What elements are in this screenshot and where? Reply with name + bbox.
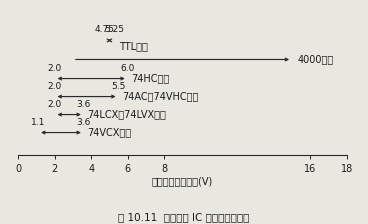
- Text: 2.0: 2.0: [47, 64, 62, 73]
- Text: 3.6: 3.6: [77, 100, 91, 109]
- Text: 6.0: 6.0: [120, 64, 135, 73]
- Text: 74HC系列: 74HC系列: [131, 73, 170, 84]
- Text: 1.1: 1.1: [31, 118, 45, 127]
- Text: 3.6: 3.6: [77, 118, 91, 127]
- Text: 4000系列: 4000系列: [298, 54, 334, 65]
- Text: 74AC，74VHC系列: 74AC，74VHC系列: [122, 92, 199, 101]
- Text: 5.25: 5.25: [104, 26, 124, 34]
- Text: 74VCX系列: 74VCX系列: [88, 127, 132, 138]
- X-axis label: 保证工作电源电压(V): 保证工作电源电压(V): [152, 177, 213, 187]
- Text: 2.0: 2.0: [47, 100, 62, 109]
- Text: 4.75: 4.75: [95, 26, 115, 34]
- Text: 5.5: 5.5: [112, 82, 126, 91]
- Text: TTL家族: TTL家族: [118, 41, 148, 51]
- Text: 2.0: 2.0: [47, 82, 62, 91]
- Text: 图 10.11  标准逻辑 IC 的工作电源电压: 图 10.11 标准逻辑 IC 的工作电源电压: [118, 212, 250, 222]
- Text: 74LCX，74LVX系列: 74LCX，74LVX系列: [88, 110, 166, 120]
